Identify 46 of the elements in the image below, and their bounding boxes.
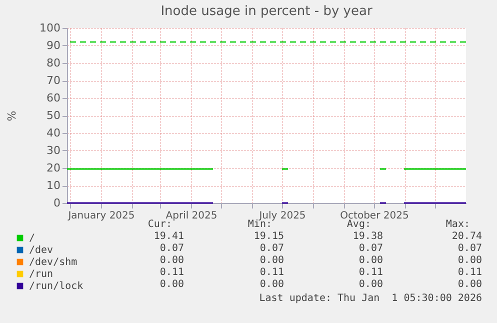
- text: 0.00: [358, 255, 383, 267]
- y-tick-label: 40: [46, 126, 60, 140]
- legend-label: /run: [29, 269, 54, 280]
- text: Cur:: [148, 219, 172, 231]
- x-tick-label: April 2025: [166, 210, 218, 222]
- y-tick-label: 0: [54, 196, 60, 210]
- text: 0.07: [260, 243, 284, 255]
- y-tick-label: 50: [46, 109, 60, 122]
- text: Max:: [446, 219, 470, 231]
- x-tick-label: July 2025: [258, 210, 306, 222]
- text: 19.38: [352, 231, 383, 243]
- y-tick-label: 20: [46, 162, 60, 174]
- legend-label: /dev: [29, 245, 54, 256]
- legend-label: /dev/shm: [29, 257, 78, 268]
- y-tick-label: 30: [46, 144, 60, 157]
- text: 0.00: [160, 279, 184, 291]
- legend-label: /: [29, 233, 36, 244]
- legend-label: /run/lock: [29, 281, 84, 292]
- y-tick-label: 70: [46, 74, 60, 87]
- text: 0.11: [260, 267, 284, 279]
- text: 0.00: [260, 279, 284, 291]
- y-tick-label: 90: [46, 39, 60, 52]
- text: 19.41: [154, 231, 184, 243]
- y-tick-label: 10: [46, 179, 60, 192]
- text: 0.07: [458, 243, 482, 255]
- text: 0.11: [458, 267, 482, 279]
- text: 0.00: [260, 255, 284, 267]
- text: 0.00: [458, 255, 482, 267]
- y-tick-label: 60: [46, 92, 60, 104]
- text: 0.00: [160, 255, 184, 267]
- text: 0.00: [458, 279, 482, 291]
- text: 0.11: [358, 267, 383, 279]
- y-tick-label: 80: [46, 56, 60, 70]
- text: 19.15: [254, 231, 284, 243]
- y-tick-label: 100: [40, 22, 60, 34]
- text: Last update: Thu Jan 1 05:30:00 2026: [259, 293, 482, 305]
- y-axis-title: %: [6, 110, 19, 122]
- chart-title: Inode usage in percent - by year: [160, 4, 373, 19]
- text: Avg:: [346, 219, 371, 231]
- text: 0.07: [160, 243, 184, 255]
- x-tick-label: January 2025: [67, 210, 135, 222]
- text: 20.74: [452, 231, 482, 243]
- text: 0.07: [358, 243, 383, 255]
- text: Min:: [248, 219, 272, 231]
- text: 0.00: [358, 279, 383, 291]
- text: 0.11: [160, 267, 184, 279]
